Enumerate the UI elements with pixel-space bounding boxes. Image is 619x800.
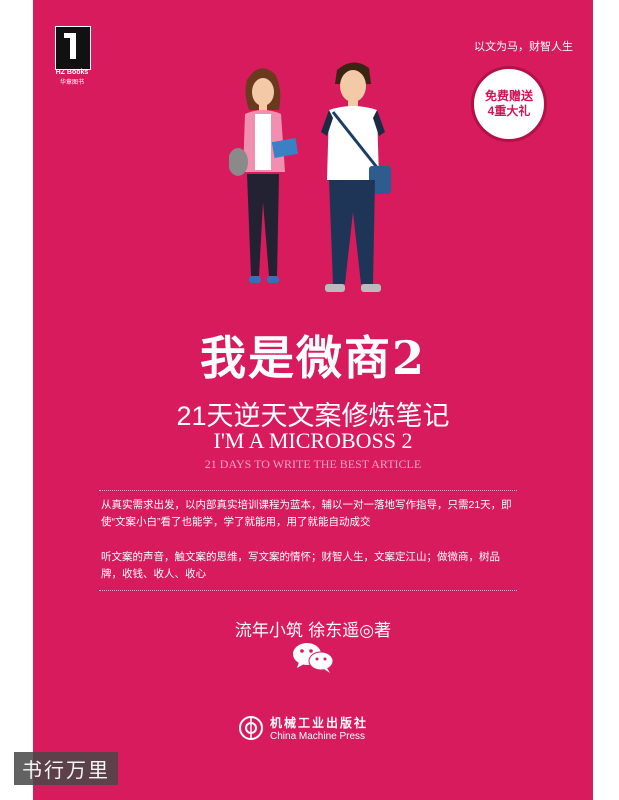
divider-bottom (99, 590, 517, 591)
gift-badge-line2: 4重大礼 (487, 104, 531, 118)
book-title: 我是微商2 (199, 331, 426, 385)
book-title-english: I'M A MICROBOSS 2 (213, 428, 413, 453)
book-subtitle: 21天逆天文案修炼笔记 (176, 401, 450, 431)
publisher-name-cn: 机械工业出版社 (270, 716, 369, 730)
hz-books-sublabel: 华章图书 (59, 80, 84, 86)
couple-illustration (229, 62, 391, 292)
publisher-logo-icon (239, 716, 263, 740)
watermark: 书行万里 (14, 752, 118, 785)
gift-badge: 免费赠送 4重大礼 (471, 66, 547, 142)
man-figure (321, 62, 391, 292)
tagline: 以文为马，财智人生 (474, 41, 573, 53)
hz-books-logo (55, 26, 91, 70)
book-cover: HZ Books 华章图书 以文为马，财智人生 免费赠送 4重大礼 (33, 0, 593, 800)
gift-badge-line1: 免费赠送 (484, 89, 533, 103)
hz-books-label: HZ Books (55, 69, 89, 76)
authors: 流年小筑 徐东遥◎著 (234, 621, 392, 641)
book-subtitle-english: 21 DAYS TO WRITE THE BEST ARTICLE (204, 457, 422, 471)
divider-top (99, 490, 517, 491)
woman-figure (229, 68, 299, 283)
publisher: 机械工业出版社 China Machine Press (238, 714, 368, 742)
description-paragraph-2: 听文案的声音，触文案的思维，写文案的情怀；财智人生，文案定江山；做微商，树品牌，… (101, 551, 500, 580)
wechat-icon (293, 643, 334, 673)
description-paragraph-1: 从真实需求出发，以内部真实培训课程为蓝本，辅以一对一落地写作指导，只需21天，即… (101, 499, 512, 528)
publisher-name-en: China Machine Press (270, 731, 366, 742)
